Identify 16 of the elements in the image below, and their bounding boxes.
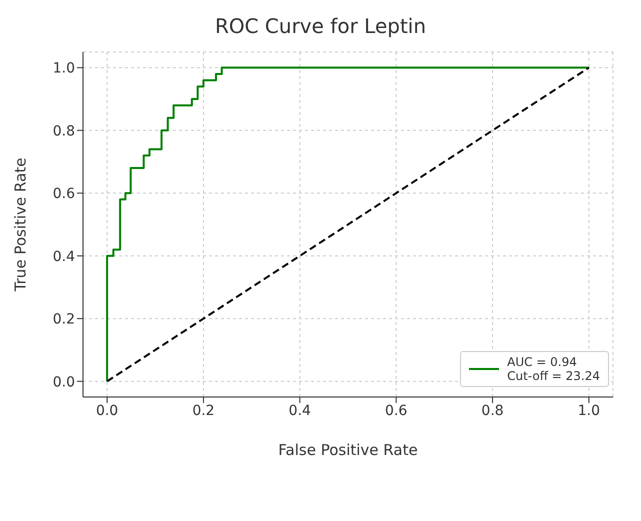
x-axis-title: False Positive Rate (278, 441, 418, 459)
chart-title: ROC Curve for Leptin (214, 13, 428, 40)
y-tick-label: 1.0 (52, 60, 75, 77)
x-tick-label: 0.0 (96, 402, 118, 419)
y-tick-label: 0.4 (52, 248, 76, 265)
y-tick-label: 0.2 (52, 312, 75, 328)
legend-label: AUC = 0.94 Cut-off = 23.24 (507, 355, 600, 383)
x-tick-label: 0.4 (288, 402, 312, 419)
x-tick-label: 0.6 (385, 402, 408, 419)
x-tick-label: 0.8 (481, 402, 504, 419)
y-axis-title: True Positive Rate (11, 158, 30, 292)
y-tick-label: 0.6 (52, 186, 76, 202)
y-tick-label: 0.0 (52, 374, 75, 390)
x-tick-label: 0.2 (192, 402, 215, 419)
y-tick-label: 0.8 (52, 123, 75, 140)
x-tick-label: 1.0 (578, 402, 600, 419)
